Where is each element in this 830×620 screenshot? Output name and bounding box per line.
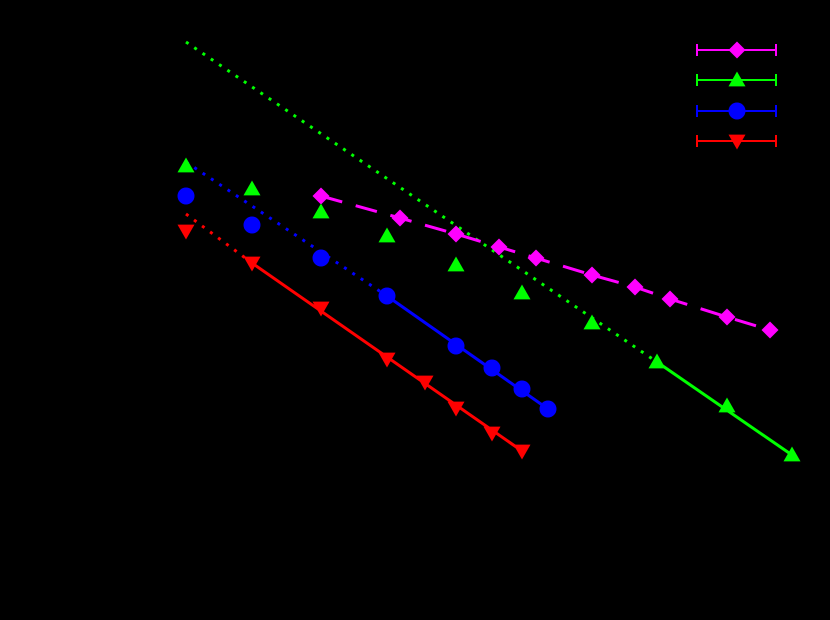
legend-triangle-up-icon xyxy=(728,71,746,87)
diamond-marker xyxy=(718,308,736,326)
diamond-marker xyxy=(527,249,545,267)
fit-line xyxy=(185,160,388,298)
triangle-up-marker xyxy=(783,446,801,462)
triangle-up-marker xyxy=(378,227,396,243)
legend-circle-icon xyxy=(728,102,746,120)
legend-entry xyxy=(696,71,777,87)
triangle-down-marker xyxy=(513,444,531,460)
legend-entry xyxy=(696,41,777,59)
triangle-down-marker xyxy=(312,301,330,317)
circle-marker xyxy=(312,249,330,267)
series-lines xyxy=(320,194,771,332)
triangle-up-marker xyxy=(718,397,736,413)
diamond-marker xyxy=(761,321,779,339)
legend-entry xyxy=(696,134,777,150)
legend-triangle-down-icon xyxy=(728,134,746,150)
triangle-down-marker xyxy=(416,375,434,391)
series-line xyxy=(320,194,771,332)
diamond-marker xyxy=(312,187,330,205)
triangle-up-marker xyxy=(243,180,261,196)
diamond-marker xyxy=(391,209,409,227)
triangle-up-marker xyxy=(513,284,531,300)
triangle-down-marker xyxy=(483,426,501,442)
circle-marker xyxy=(243,216,261,234)
fit-line xyxy=(185,212,253,265)
diamond-marker xyxy=(447,225,465,243)
triangle-up-marker xyxy=(648,353,666,369)
circle-marker xyxy=(378,287,396,305)
legend-diamond-icon xyxy=(728,41,746,59)
circle-marker xyxy=(539,400,557,418)
diamond-marker xyxy=(661,290,679,308)
triangle-down-marker xyxy=(378,352,396,368)
circle-marker xyxy=(177,187,195,205)
triangle-down-marker xyxy=(447,401,465,417)
circle-marker xyxy=(447,337,465,355)
triangle-down-marker xyxy=(177,224,195,240)
triangle-up-marker xyxy=(177,157,195,173)
triangle-down-marker xyxy=(243,256,261,272)
triangle-up-marker xyxy=(447,256,465,272)
legend-entry xyxy=(696,102,777,120)
data-markers xyxy=(177,157,801,462)
diamond-marker xyxy=(583,266,601,284)
diamond-marker xyxy=(490,238,508,256)
legend xyxy=(696,41,777,150)
circle-marker xyxy=(513,380,531,398)
triangle-up-marker xyxy=(312,203,330,219)
diamond-marker xyxy=(626,278,644,296)
triangle-up-marker xyxy=(583,314,601,330)
circle-marker xyxy=(483,359,501,377)
